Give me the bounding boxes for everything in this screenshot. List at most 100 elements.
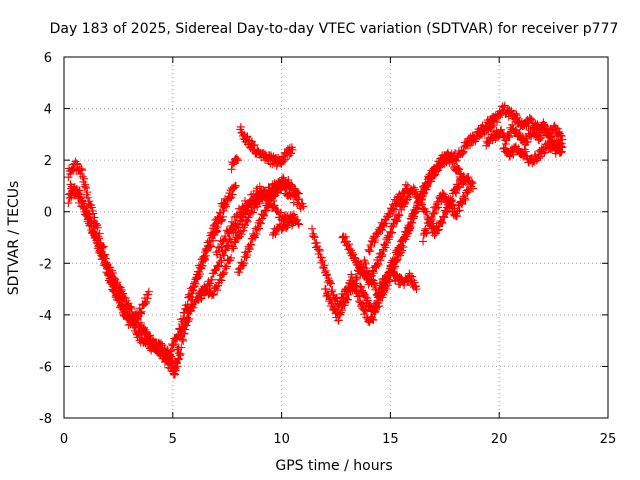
data-point (321, 266, 330, 275)
data-point (78, 166, 87, 175)
y-tick-label: 4 (44, 103, 52, 118)
series-track-d (147, 181, 240, 364)
series-track-o (355, 149, 469, 316)
data-point (343, 295, 352, 304)
data-point (422, 229, 431, 238)
data-point (217, 216, 226, 225)
data-point (236, 208, 245, 217)
data-point (78, 202, 87, 211)
data-point (213, 223, 222, 232)
data-point (179, 336, 188, 345)
data-point (85, 213, 94, 222)
series-track-i (227, 154, 243, 174)
data-point (461, 195, 470, 204)
data-point (315, 246, 324, 255)
data-point (440, 213, 449, 222)
data-point (558, 143, 567, 152)
data-point (223, 241, 232, 250)
data-point (367, 242, 376, 251)
data-point (399, 235, 408, 244)
data-point (390, 257, 399, 266)
data-point (419, 189, 428, 198)
data-point (243, 132, 252, 141)
data-point (360, 256, 369, 265)
series-track-c (66, 180, 153, 330)
data-point (454, 182, 463, 191)
data-point (110, 282, 119, 291)
data-point (556, 131, 565, 140)
data-point (221, 236, 230, 245)
data-point (217, 256, 226, 265)
data-point (323, 289, 332, 298)
data-point (208, 289, 217, 298)
data-point (215, 243, 224, 252)
data-point (435, 225, 444, 234)
data-point (412, 207, 421, 216)
data-point (212, 226, 221, 235)
data-point (168, 357, 177, 366)
data-point (323, 270, 332, 279)
data-point (381, 216, 390, 225)
data-point (386, 227, 395, 236)
data-point (136, 318, 145, 327)
data-point (137, 309, 146, 318)
data-point (180, 322, 189, 331)
y-tick-label: 2 (44, 154, 52, 169)
data-point (357, 300, 366, 309)
data-point (308, 224, 317, 233)
data-point (141, 299, 150, 308)
data-point (250, 140, 259, 149)
data-point (432, 204, 441, 213)
data-point (310, 233, 319, 242)
data-point (217, 276, 226, 285)
data-point (318, 256, 327, 265)
data-point (236, 217, 245, 226)
data-point (557, 132, 566, 141)
data-point (234, 234, 243, 243)
data-point (412, 285, 421, 294)
data-point (255, 199, 264, 208)
data-point (541, 125, 550, 134)
data-point (165, 351, 174, 360)
data-point (378, 250, 387, 259)
data-point (198, 261, 207, 270)
data-point (410, 278, 419, 287)
data-point (254, 197, 263, 206)
data-point (430, 231, 439, 240)
data-point (312, 238, 321, 247)
data-point (186, 307, 195, 316)
data-point (195, 267, 204, 276)
data-point (93, 236, 102, 245)
data-point (235, 268, 244, 277)
data-point (189, 303, 198, 312)
data-point (407, 272, 416, 281)
data-point (250, 231, 259, 240)
data-point (422, 207, 431, 216)
series-track-h (234, 173, 295, 277)
data-point (295, 220, 304, 229)
data-point (231, 228, 240, 237)
data-point (453, 184, 462, 193)
data-point (83, 193, 92, 202)
data-point (351, 279, 360, 288)
data-point (334, 316, 343, 325)
data-point (353, 292, 362, 301)
data-point (402, 227, 411, 236)
data-point (221, 264, 230, 273)
data-point (344, 290, 353, 299)
data-point (200, 282, 209, 291)
data-point (438, 219, 447, 228)
data-point (283, 144, 292, 153)
data-point (67, 182, 76, 191)
grid-layer (64, 57, 608, 418)
data-point (357, 262, 366, 271)
data-point (175, 355, 184, 364)
data-point (464, 173, 473, 182)
data-point (180, 308, 189, 317)
data-point (385, 264, 394, 273)
data-point (455, 165, 464, 174)
data-point (418, 191, 427, 200)
data-point (428, 166, 437, 175)
data-point (397, 194, 406, 203)
data-point (374, 260, 383, 269)
